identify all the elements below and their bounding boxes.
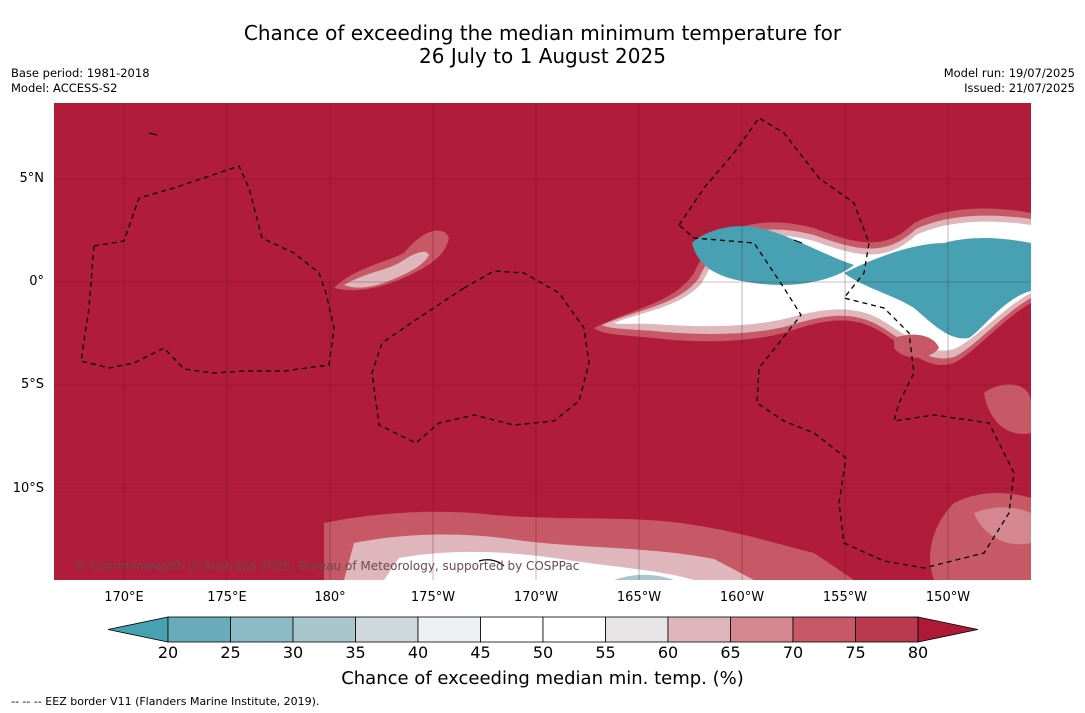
lon-label-160w: 160°W: [719, 590, 765, 605]
eez-phoenix: [371, 270, 590, 444]
lon-label-175e: 175°E: [207, 590, 247, 605]
colorbar-tick-label: 65: [720, 643, 741, 662]
meta-left: Base period: 1981-2018 Model: ACCESS-S2: [11, 66, 150, 96]
colorbar-segment: [792, 616, 856, 643]
blob-north-west-light: [344, 251, 429, 288]
colorbar-tick-label: 45: [470, 643, 491, 662]
lat-label-5n: 5°N: [19, 171, 45, 186]
blob-east-small: [894, 334, 939, 358]
colorbar: [108, 616, 978, 643]
lon-label-175w: 175°W: [410, 590, 456, 605]
colorbar-title: Chance of exceeding median min. temp. (%…: [341, 668, 744, 689]
colorbar-segment: [417, 616, 481, 643]
eez-borders: [80, 117, 1015, 569]
colorbar-tick-label: 35: [345, 643, 366, 662]
issued-date: Issued: 21/07/2025: [964, 81, 1075, 95]
model-name: Model: ACCESS-S2: [11, 81, 118, 95]
island-small-2: [148, 132, 158, 136]
title-line-1: Chance of exceeding the median minimum t…: [243, 21, 842, 45]
lat-label-10s: 10°S: [12, 481, 44, 496]
lon-label-165w: 165°W: [616, 590, 662, 605]
colorbar-segment: [605, 616, 669, 643]
lon-label-155w: 155°W: [822, 590, 868, 605]
colorbar-tick-label: 70: [782, 643, 804, 662]
colorbar-segment: [355, 616, 419, 643]
lat-label-5s: 5°S: [20, 377, 44, 392]
island-outlines: [148, 132, 803, 567]
lat-label-0: 0°: [29, 274, 44, 289]
colorbar-segment: [730, 616, 794, 643]
map-graphics: [54, 103, 1031, 580]
graticule: [54, 103, 1031, 580]
blob-north-west: [334, 230, 449, 291]
eez-footnote: -- -- -- EEZ border V11 (Flanders Marine…: [11, 695, 320, 708]
meta-right: Model run: 19/07/2025 Issued: 21/07/2025: [944, 66, 1075, 96]
colorbar-segment: [542, 616, 606, 643]
colorbar-segment: [667, 616, 731, 643]
colorbar-segment: [167, 616, 231, 643]
colorbar-segment: [292, 616, 356, 643]
colorbar-tick-label: 50: [532, 643, 554, 662]
lon-label-170w: 170°W: [513, 590, 559, 605]
colorbar-tick-label: 25: [220, 643, 241, 662]
colorbar-segment: [480, 616, 544, 643]
colorbar-tick-label: 20: [157, 643, 179, 662]
eez-kiribati-gilbert: [80, 165, 335, 374]
south-blue-patch: [614, 574, 674, 580]
colorbar-tick-label: 75: [845, 643, 866, 662]
title-line-2: 26 July to 1 August 2025: [419, 44, 666, 68]
colorbar-tick-label: 55: [595, 643, 616, 662]
chart-title: Chance of exceeding the median minimum t…: [0, 22, 1085, 68]
colorbar-tick-label: 80: [907, 643, 929, 662]
east-mid-patch: [984, 384, 1031, 434]
base-period: Base period: 1981-2018: [11, 66, 150, 80]
island-small-1: [793, 239, 803, 244]
lon-label-170e: 170°E: [104, 590, 144, 605]
map-panel: © Commonwealth of Australia 2025, Bureau…: [54, 103, 1031, 580]
lon-label-180: 180°: [314, 590, 346, 605]
east-light-patch: [974, 507, 1031, 545]
colorbar-extend-low: [108, 616, 169, 643]
lon-label-150w: 150°W: [925, 590, 971, 605]
colorbar-segment: [855, 616, 919, 643]
south-white-core: [384, 551, 694, 580]
colorbar-segment: [230, 616, 294, 643]
colorbar-tick-label: 40: [407, 643, 429, 662]
colorbar-extend-high: [917, 616, 978, 643]
tongue-blue-east: [844, 238, 1031, 339]
copyright-notice: © Commonwealth of Australia 2025, Bureau…: [74, 559, 580, 573]
island-kiritimati: [478, 559, 505, 567]
colorbar-tick-label: 60: [657, 643, 679, 662]
model-run: Model run: 19/07/2025: [943, 66, 1075, 80]
colorbar-tick-label: 30: [282, 643, 304, 662]
